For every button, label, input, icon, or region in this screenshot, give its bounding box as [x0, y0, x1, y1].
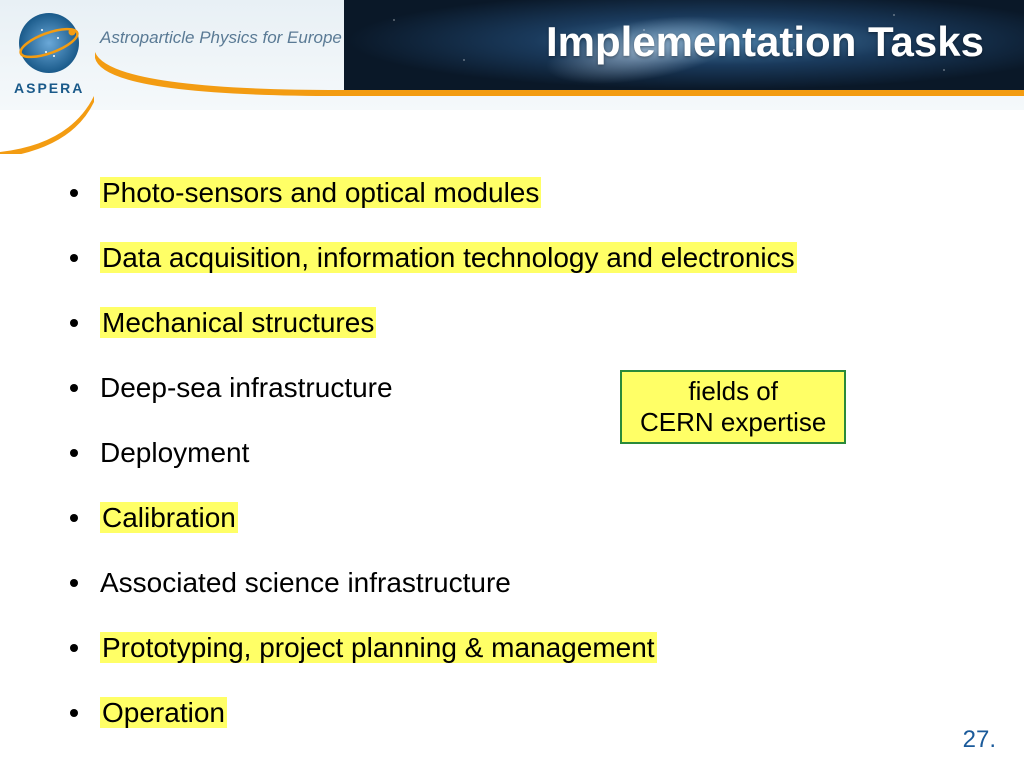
bullet-text: Mechanical structures: [100, 305, 376, 340]
bullet-item: Prototyping, project planning & manageme…: [70, 630, 970, 665]
aspera-logo-text: ASPERA: [14, 80, 84, 96]
callout-box: fields of CERN expertise: [620, 370, 846, 444]
callout-line2: CERN expertise: [640, 407, 826, 438]
header-tagline: Astroparticle Physics for Europe: [100, 28, 342, 48]
bullet-text: Associated science infrastructure: [100, 565, 511, 600]
bullet-text: Photo-sensors and optical modules: [100, 175, 541, 210]
bullet-text: Deep-sea infrastructure: [100, 370, 393, 405]
bullet-dot-icon: [70, 384, 78, 392]
bullet-dot-icon: [70, 449, 78, 457]
slide-header: ASPERA Astroparticle Physics for Europe …: [0, 0, 1024, 110]
slide-title: Implementation Tasks: [546, 18, 984, 66]
bullet-dot-icon: [70, 644, 78, 652]
bullet-item: Mechanical structures: [70, 305, 970, 340]
bullet-text: Data acquisition, information technology…: [100, 240, 797, 275]
bullet-text: Prototyping, project planning & manageme…: [100, 630, 657, 665]
callout-line1: fields of: [640, 376, 826, 407]
aspera-logo: ASPERA: [14, 8, 84, 96]
bullet-dot-icon: [70, 514, 78, 522]
bullet-list: Photo-sensors and optical modules Data ac…: [70, 175, 970, 760]
bullet-item: Calibration: [70, 500, 970, 535]
bullet-dot-icon: [70, 189, 78, 197]
bullet-item: Associated science infrastructure: [70, 565, 970, 600]
aspera-logo-icon: [14, 8, 84, 78]
bullet-text: Calibration: [100, 500, 238, 535]
bullet-dot-icon: [70, 254, 78, 262]
bullet-text: Deployment: [100, 435, 249, 470]
bullet-text: Operation: [100, 695, 227, 730]
bullet-dot-icon: [70, 319, 78, 327]
bullet-item: Data acquisition, information technology…: [70, 240, 970, 275]
bullet-dot-icon: [70, 709, 78, 717]
bullet-item: Operation: [70, 695, 970, 730]
header-orange-tail: [0, 94, 100, 154]
bullet-item: Photo-sensors and optical modules: [70, 175, 970, 210]
bullet-dot-icon: [70, 579, 78, 587]
page-number: 27.: [963, 726, 996, 754]
